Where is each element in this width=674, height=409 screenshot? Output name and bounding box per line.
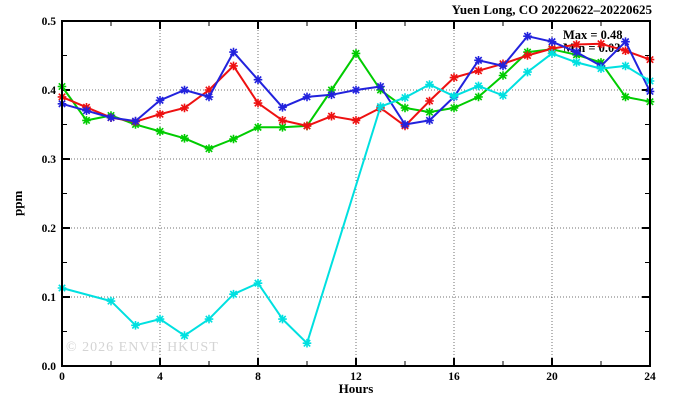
cyan-marker (449, 91, 459, 101)
cyan-marker (572, 58, 581, 67)
svg-text:20: 20 (546, 371, 558, 383)
cyan-marker (131, 320, 140, 330)
green-marker (229, 134, 238, 144)
blue-marker (180, 85, 189, 95)
red-marker (474, 66, 483, 75)
cyan-marker (106, 296, 116, 306)
cyan-marker (204, 314, 214, 324)
red-marker (327, 111, 336, 121)
red-marker (302, 121, 312, 131)
blue-marker (498, 61, 508, 71)
svg-text:0.2: 0.2 (42, 223, 57, 235)
cyan-marker (547, 49, 557, 58)
blue-marker (106, 113, 116, 122)
green-marker (400, 103, 410, 113)
red-marker (621, 46, 630, 56)
svg-text:0.3: 0.3 (42, 154, 57, 166)
cyan-marker (621, 61, 630, 71)
blue-marker (425, 116, 434, 125)
red-marker (278, 116, 287, 125)
red-marker (204, 85, 214, 95)
cyan-marker (523, 67, 532, 77)
cyan-marker (253, 278, 263, 288)
blue-marker (523, 31, 532, 41)
cyan-marker (376, 102, 385, 111)
green-marker (351, 49, 361, 58)
blue-marker (302, 92, 312, 102)
svg-text:24: 24 (644, 371, 656, 383)
red-marker (425, 96, 434, 106)
svg-text:4: 4 (157, 371, 163, 383)
svg-text:12: 12 (350, 371, 362, 383)
red-marker (596, 39, 606, 49)
blue-marker (204, 92, 214, 102)
cyan-marker (400, 93, 410, 102)
green-marker (82, 116, 91, 125)
svg-text:0.4: 0.4 (42, 85, 57, 97)
red-marker (180, 103, 189, 113)
svg-text:0.0: 0.0 (42, 361, 57, 373)
red-marker (449, 73, 459, 82)
blue-marker (572, 47, 581, 57)
red-marker (523, 51, 532, 60)
cyan-marker (229, 289, 238, 299)
blue-marker (621, 37, 630, 47)
red-marker (547, 44, 557, 53)
green-marker (621, 92, 630, 102)
watermark: © 2026 ENVF, HKUST (66, 340, 219, 355)
green-marker (180, 134, 189, 143)
green-marker (327, 85, 336, 95)
cyan-marker (278, 314, 287, 324)
blue-marker (155, 96, 165, 105)
svg-text:0.5: 0.5 (42, 16, 57, 28)
svg-text:0.1: 0.1 (42, 292, 57, 304)
annotation-max: Max = 0.48 (563, 28, 623, 42)
green-marker (155, 127, 165, 136)
blue-marker (278, 103, 287, 112)
x-axis-label: Hours (338, 381, 374, 396)
red-marker (253, 98, 263, 108)
green-marker (278, 123, 287, 132)
svg-text:8: 8 (255, 371, 261, 383)
red-marker (572, 40, 581, 49)
green-marker (204, 144, 214, 153)
cyan-marker (498, 91, 508, 100)
blue-marker (253, 75, 263, 84)
blue-marker (82, 106, 91, 115)
chart-title: Yuen Long, CO 20220622–20220625 (451, 2, 652, 17)
svg-text:0: 0 (59, 371, 65, 383)
green-marker (449, 103, 459, 113)
blue-marker (400, 120, 410, 129)
cyan-marker (425, 80, 434, 89)
blue-marker (229, 47, 238, 57)
plot-border (61, 20, 651, 367)
cyan-marker (596, 64, 606, 73)
blue-marker (376, 82, 385, 91)
blue-marker (351, 85, 361, 95)
green-marker (253, 123, 263, 132)
red-marker (229, 61, 238, 71)
cyan-marker (302, 338, 312, 348)
blue-marker (547, 37, 557, 47)
green-marker (498, 71, 508, 80)
cyan-marker (155, 314, 165, 324)
cyan-marker (474, 81, 483, 91)
red-marker (351, 116, 361, 125)
blue-marker (474, 55, 483, 65)
red-marker (155, 109, 165, 119)
blue-marker (131, 116, 140, 126)
blue-marker (327, 90, 336, 100)
svg-text:16: 16 (448, 371, 460, 383)
cyan-marker (180, 331, 189, 340)
green-marker (474, 92, 483, 102)
green-marker (425, 107, 434, 117)
